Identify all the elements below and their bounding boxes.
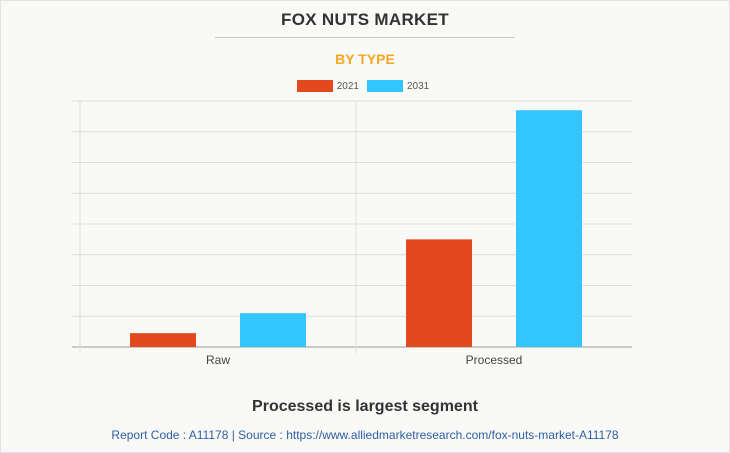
x-tick-label: Processed	[466, 353, 523, 367]
legend-label-2031: 2031	[407, 80, 430, 92]
x-tick-label: Raw	[206, 353, 230, 367]
chart-subtitle: BY TYPE	[335, 51, 395, 67]
bar-2021-raw	[130, 333, 196, 347]
title-divider	[215, 37, 515, 38]
legend: 2021 2031	[0, 80, 730, 92]
chart-title: FOX NUTS MARKET	[281, 10, 449, 29]
bar-2031-raw	[240, 313, 306, 347]
legend-item-2031: 2031	[367, 80, 433, 92]
chart-caption: Processed is largest segment	[252, 398, 478, 415]
legend-swatch-2021	[296, 80, 333, 92]
legend-label-2021: 2021	[336, 80, 359, 92]
legend-item-2021: 2021	[296, 80, 363, 92]
bar-2021-processed	[406, 239, 472, 347]
bar-2031-processed	[516, 110, 582, 347]
report-source-footer: Report Code : A11178 | Source : https://…	[111, 428, 619, 442]
legend-swatch-2031	[367, 80, 403, 92]
